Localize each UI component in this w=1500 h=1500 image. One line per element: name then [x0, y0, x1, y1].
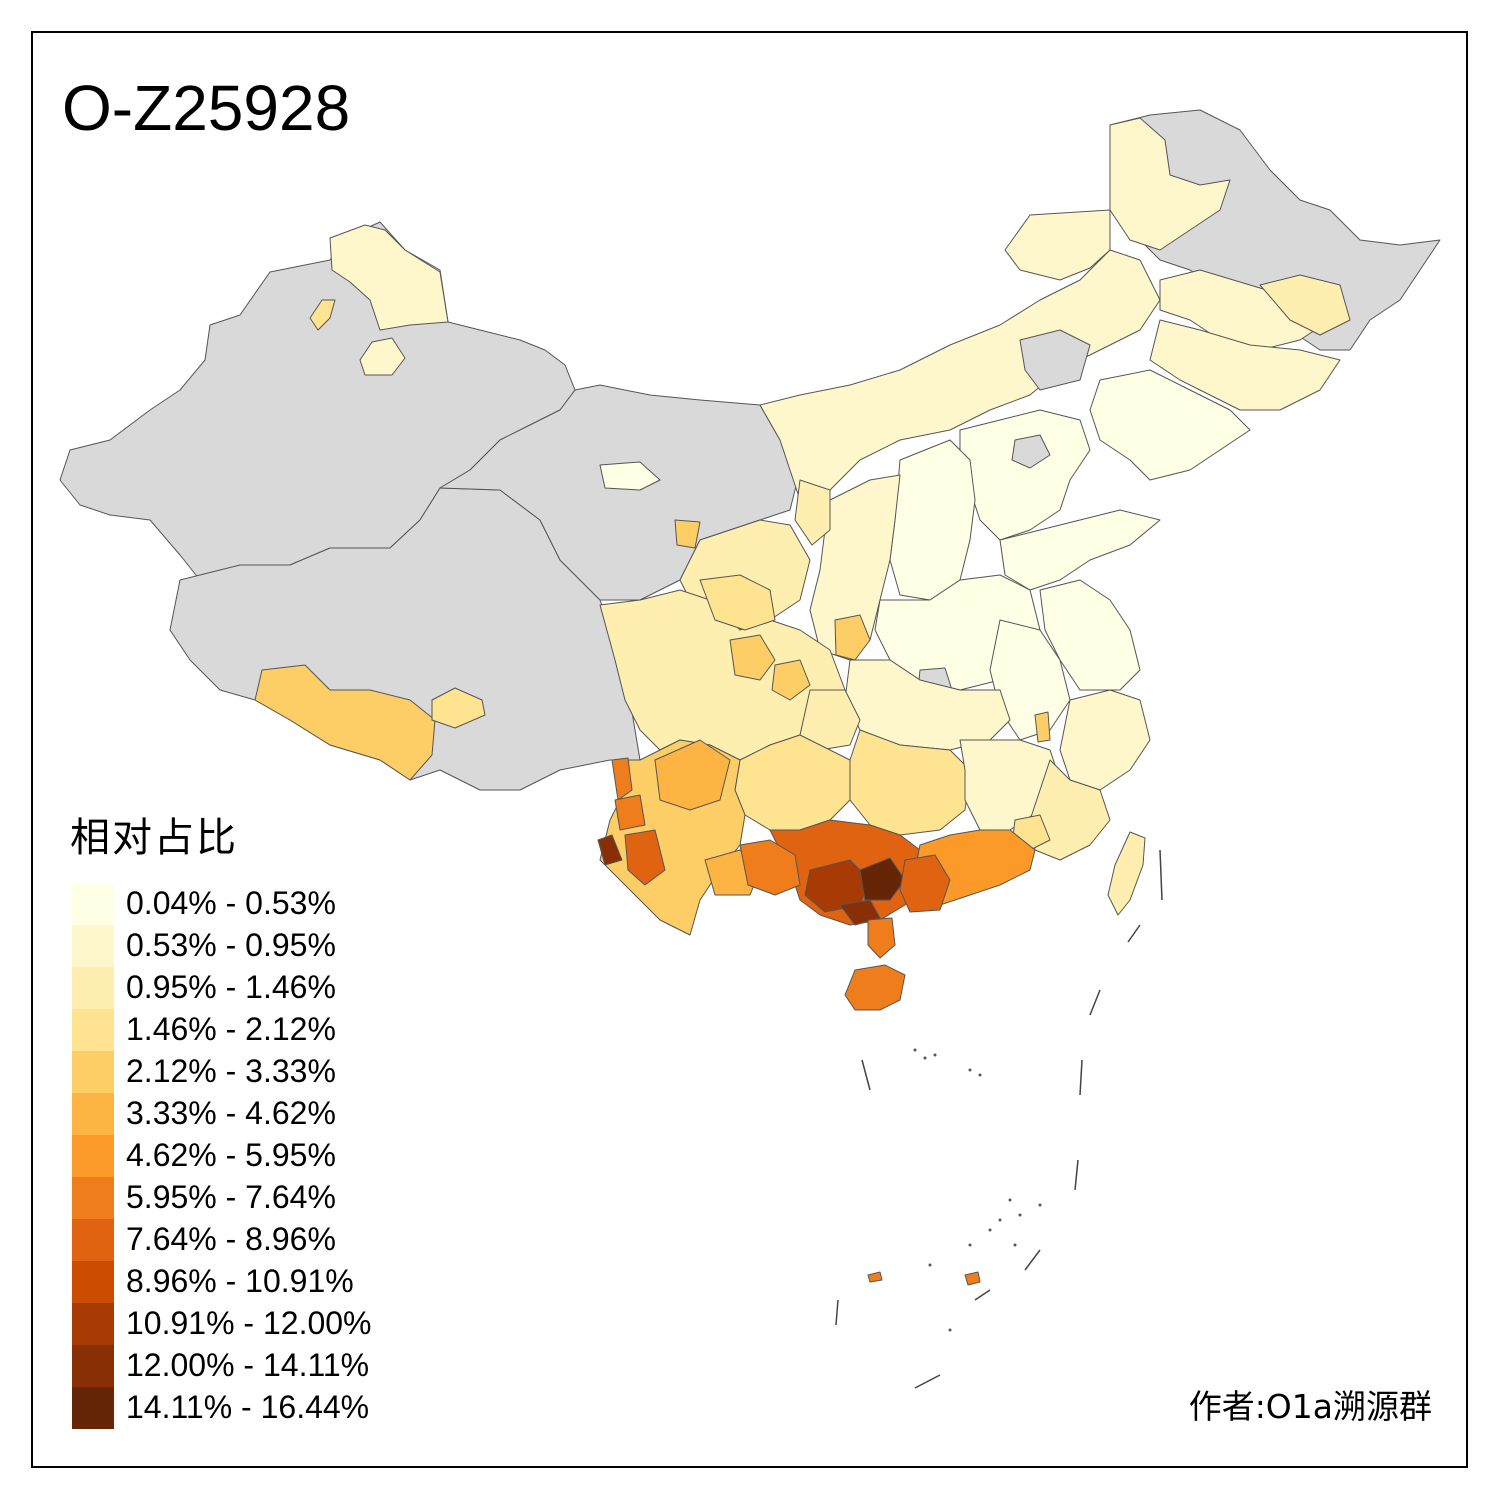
region-inner-mongolia	[759, 249, 1161, 501]
region-nansha-island	[964, 1271, 981, 1286]
region-liaoning	[1089, 369, 1251, 481]
region-chengdu	[729, 634, 776, 681]
region-dali	[654, 739, 731, 811]
legend-swatch	[72, 925, 114, 967]
region-beijing	[1011, 434, 1051, 469]
archipelago-dots	[913, 1048, 1042, 1332]
region-aba	[699, 574, 776, 631]
region-zhanjiang	[867, 917, 896, 959]
region-shigatse	[254, 664, 436, 781]
legend-swatch	[72, 1177, 114, 1219]
region-hebei	[959, 409, 1091, 541]
south-china-sea-lines	[835, 849, 1163, 1389]
region-qiqihar	[1159, 269, 1331, 351]
author-credit: 作者:O1a溯源群	[1188, 1387, 1432, 1426]
region-xisha-island	[867, 1271, 883, 1283]
region-hainan	[844, 964, 906, 1011]
region-hanzhong	[834, 614, 871, 661]
region-baoshan	[614, 794, 646, 831]
map-frame	[31, 31, 1468, 1468]
legend-label: 0.95% - 1.46%	[126, 969, 336, 1005]
legend-swatch	[72, 1051, 114, 1093]
region-urumqi	[359, 337, 406, 376]
legend-label: 5.95% - 7.64%	[126, 1179, 336, 1215]
region-jinhua	[1034, 711, 1051, 743]
region-haixi	[599, 461, 661, 491]
region-ili	[309, 299, 336, 331]
region-alxa	[1019, 329, 1091, 391]
legend-label: 3.33% - 4.62%	[126, 1095, 336, 1131]
region-jilin	[1149, 319, 1341, 411]
region-harbin	[1259, 274, 1351, 336]
region-shanxi	[889, 439, 976, 601]
legend-swatch	[72, 883, 114, 925]
legend-swatch	[72, 1261, 114, 1303]
legend-swatch	[72, 1219, 114, 1261]
legend-label: 7.64% - 8.96%	[126, 1221, 336, 1257]
legend-swatch	[72, 1387, 114, 1429]
legend-label: 12.00% - 14.11%	[126, 1347, 370, 1383]
region-zhaoqing	[899, 854, 951, 913]
region-heihe	[1004, 117, 1231, 281]
region-lhasa	[431, 687, 486, 729]
legend-swatch	[72, 1135, 114, 1177]
region-yulin	[859, 857, 906, 901]
region-nujiang	[611, 757, 633, 801]
legend-label: 8.96% - 10.91%	[126, 1263, 354, 1299]
region-taiwan	[1107, 831, 1146, 916]
legend-label: 0.53% - 0.95%	[126, 927, 336, 963]
legend-label: 10.91% - 12.00%	[126, 1305, 372, 1341]
legend-label: 4.62% - 5.95%	[126, 1137, 336, 1173]
region-shandong	[999, 509, 1161, 591]
legend-label: 14.11% - 16.44%	[126, 1389, 370, 1425]
region-lincang	[624, 829, 666, 886]
legend-swatch	[72, 1093, 114, 1135]
legend-swatch	[72, 967, 114, 1009]
legend-swatch	[72, 1009, 114, 1051]
region-ningxia	[794, 479, 831, 546]
region-baise	[739, 839, 801, 896]
region-xining	[674, 519, 701, 549]
region-nanchong	[771, 659, 811, 701]
legend-swatch	[72, 1303, 114, 1345]
legend-label: 2.12% - 3.33%	[126, 1053, 336, 1089]
region-fujian	[1029, 759, 1111, 861]
map-title: O-Z25928	[62, 72, 351, 144]
region-qinzhou	[839, 899, 881, 926]
region-heilongjiang	[1109, 109, 1441, 351]
legend-swatch	[72, 1345, 114, 1387]
legend-title: 相对占比	[70, 815, 238, 861]
region-dehong	[597, 834, 623, 866]
legend-label: 0.04% - 0.53%	[126, 885, 336, 921]
region-jiangsu	[1039, 579, 1141, 691]
region-altay	[329, 224, 449, 331]
legend-label: 1.46% - 2.12%	[126, 1011, 336, 1047]
region-zhejiang	[1059, 689, 1151, 791]
region-anhui	[989, 619, 1071, 741]
